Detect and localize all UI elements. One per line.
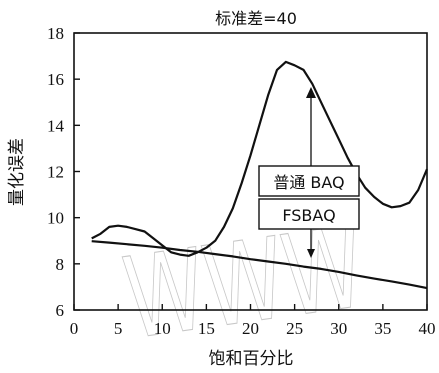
series-line-ordinary-baq xyxy=(91,60,429,257)
y-tick-label: 18 xyxy=(47,24,64,43)
y-axis: 6 8 10 12 14 16 18 xyxy=(47,24,80,320)
y-tick-label: 16 xyxy=(47,70,64,89)
x-tick-label: 40 xyxy=(419,319,436,338)
series-line-fsbaq xyxy=(91,240,428,290)
y-tick-label: 6 xyxy=(56,301,65,320)
x-tick-label: 5 xyxy=(114,319,123,338)
x-tick-label: 35 xyxy=(374,319,391,338)
x-tick-label: 20 xyxy=(242,319,259,338)
legend-box-ordinary-baq xyxy=(258,165,360,197)
x-axis-title: 饱和百分比 xyxy=(209,349,294,369)
chart-title: 标准差=40 xyxy=(215,9,297,28)
y-tick-label: 8 xyxy=(56,255,65,274)
arrow-head-ordinary-baq xyxy=(306,87,316,98)
legend-label-ordinary-baq: 普通 BAQ xyxy=(273,173,344,192)
x-tick-label: 30 xyxy=(330,319,347,338)
y-axis-title: 量化误差 xyxy=(7,138,27,206)
arrow-head-fsbaq xyxy=(307,249,315,258)
y-tick-label: 14 xyxy=(47,116,65,135)
legend-label-fsbaq: FSBAQ xyxy=(282,206,335,225)
y-tick-label: 10 xyxy=(47,209,64,228)
x-tick-label: 0 xyxy=(70,319,79,338)
y-tick-label: 12 xyxy=(47,163,64,182)
x-tick-label: 25 xyxy=(286,319,303,338)
legend-box-fsbaq xyxy=(258,198,360,230)
x-tick-label: 10 xyxy=(154,319,171,338)
x-axis: 0 5 10 15 20 25 30 35 40 xyxy=(70,304,436,338)
x-tick-label: 15 xyxy=(198,319,215,338)
legend: 普通 BAQ FSBAQ xyxy=(258,87,360,258)
